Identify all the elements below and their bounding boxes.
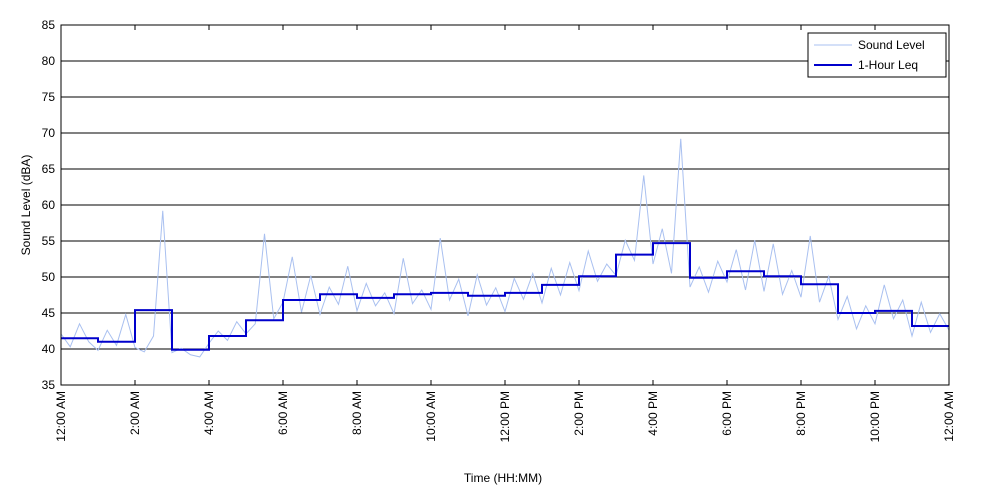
legend-label: 1-Hour Leq: [858, 58, 918, 72]
y-tick-label: 85: [42, 18, 56, 32]
y-tick-label: 65: [42, 162, 56, 176]
legend-label: Sound Level: [858, 38, 925, 52]
x-tick-label: 10:00 AM: [424, 391, 438, 442]
x-tick-label: 2:00 AM: [128, 391, 142, 435]
x-tick-label: 8:00 PM: [794, 391, 808, 436]
x-tick-label: 12:00 PM: [498, 391, 512, 442]
series-line: [61, 242, 949, 351]
x-tick-label: 6:00 PM: [720, 391, 734, 436]
plot-frame: [60, 24, 950, 386]
y-tick-label: 50: [42, 270, 56, 284]
x-axis-label: Time (HH:MM): [464, 471, 542, 485]
y-tick-label: 60: [42, 198, 56, 212]
y-tick-label: 35: [42, 378, 56, 392]
y-tick-label: 55: [42, 234, 56, 248]
y-tick-label: 45: [42, 306, 56, 320]
y-tick-label: 40: [42, 342, 56, 356]
x-tick-label: 12:00 AM: [54, 391, 68, 442]
legend-box: [807, 32, 947, 78]
x-tick-label: 10:00 PM: [868, 391, 882, 442]
y-axis-label: Sound Level (dBA): [19, 155, 33, 256]
x-tick-label: 12:00 AM: [942, 391, 956, 442]
x-tick-label: 2:00 PM: [572, 391, 586, 436]
y-tick-label: 75: [42, 90, 56, 104]
x-tick-label: 6:00 AM: [276, 391, 290, 435]
x-tick-label: 8:00 AM: [350, 391, 364, 435]
y-tick-label: 80: [42, 54, 56, 68]
x-tick-label: 4:00 PM: [646, 391, 660, 436]
y-tick-label: 70: [42, 126, 56, 140]
x-tick-label: 4:00 AM: [202, 391, 216, 435]
